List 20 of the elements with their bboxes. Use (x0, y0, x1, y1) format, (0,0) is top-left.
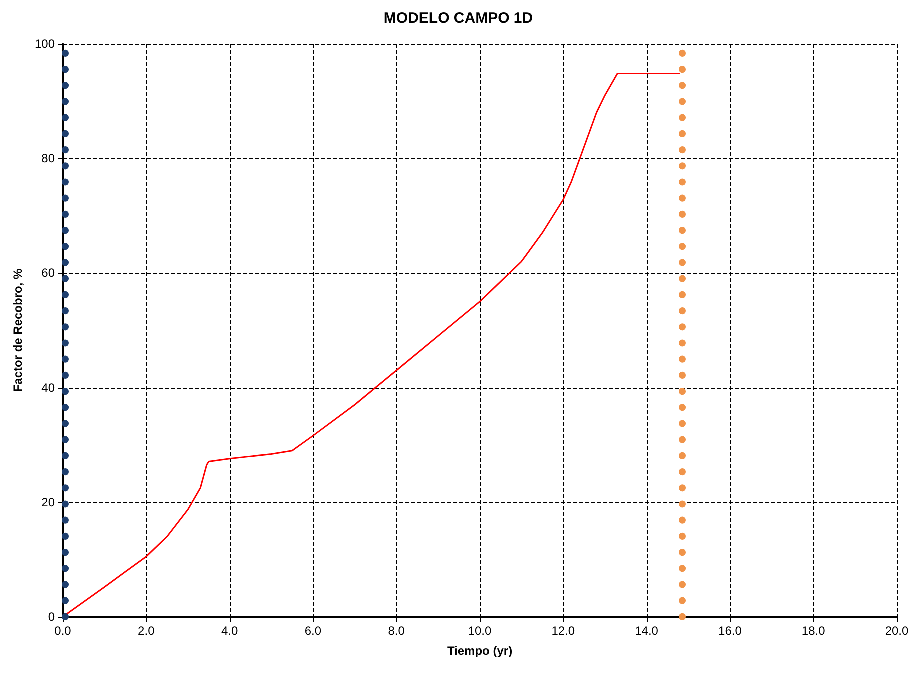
x-axis-title: Tiempo (yr) (447, 644, 513, 658)
x-tick-label: 20.0 (885, 624, 909, 638)
x-tick-label: 14.0 (635, 624, 659, 638)
y-axis-title: Factor de Recobro, % (11, 268, 26, 392)
y-tick-label: 100 (34, 37, 56, 51)
x-tick-label: 18.0 (802, 624, 826, 638)
x-tick-label: 0.0 (54, 624, 72, 638)
x-tick-label: 16.0 (718, 624, 742, 638)
y-tick-label: 0 (48, 610, 56, 624)
x-tick-label: 6.0 (304, 624, 322, 638)
x-tick-label: 10.0 (468, 624, 492, 638)
y-tick-label: 60 (42, 266, 56, 280)
y-tick-label: 20 (42, 495, 56, 510)
y-tick-label: 80 (42, 152, 56, 166)
x-tick-label: 2.0 (138, 624, 156, 638)
chart-title: MODELO CAMPO 1D (384, 10, 534, 27)
x-tick-label: 8.0 (388, 624, 406, 638)
y-tick-label: 40 (42, 380, 56, 395)
x-tick-label: 4.0 (221, 624, 238, 638)
x-tick-label: 12.0 (552, 624, 576, 638)
